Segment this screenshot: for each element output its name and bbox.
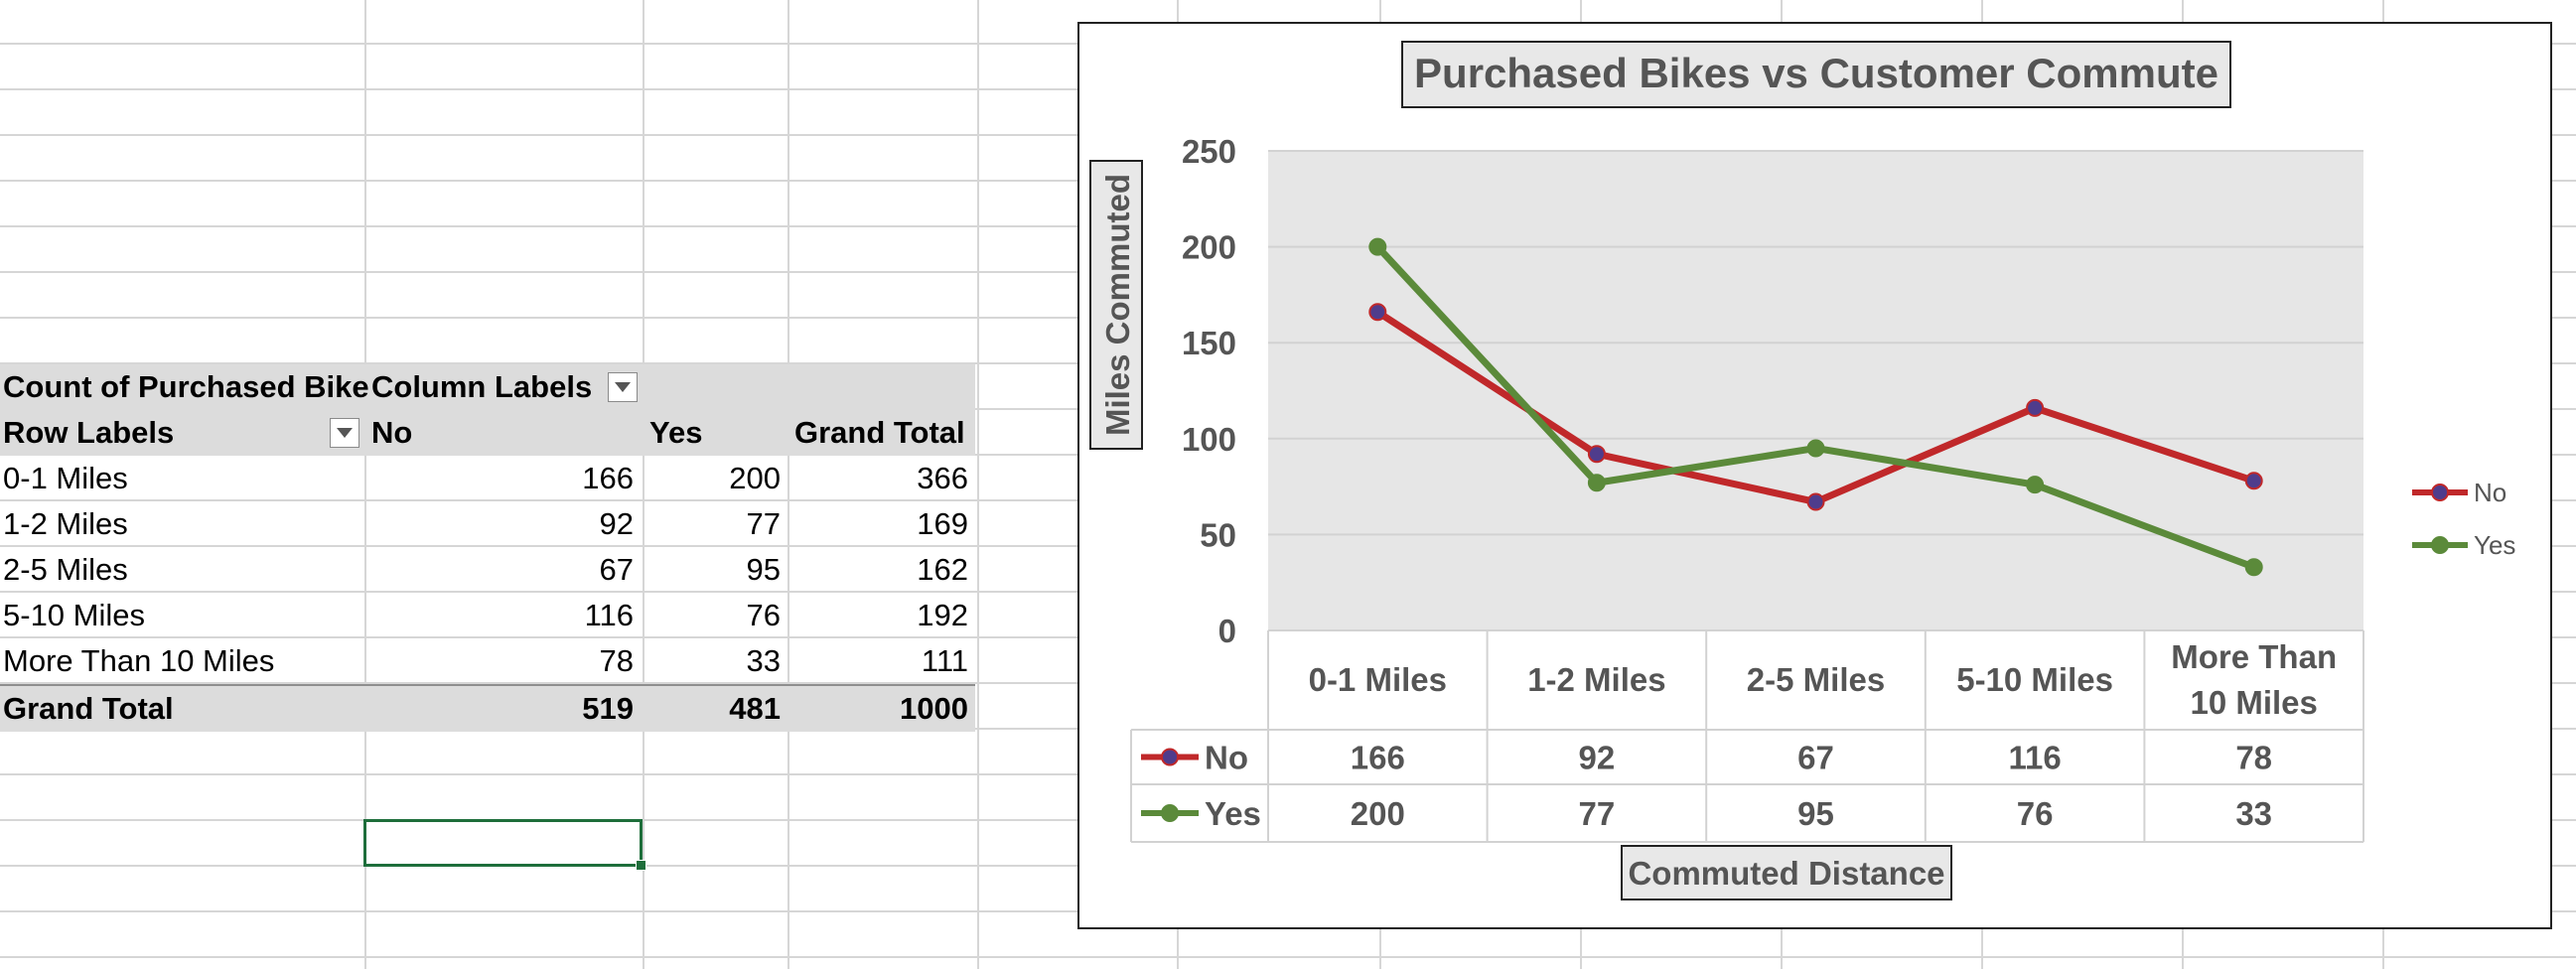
pivot-header-row-1: Count of Purchased Bike Column Labels <box>0 364 975 410</box>
data-point <box>1368 237 1387 256</box>
row-labels-filter-button[interactable] <box>330 418 359 448</box>
x-tick-label: 1-2 Miles <box>1527 661 1665 698</box>
row-label: More Than 10 Miles <box>3 643 275 678</box>
cell-no: 166 <box>582 461 634 495</box>
cell-no: 78 <box>599 643 634 678</box>
legend-key-marker <box>2431 484 2449 501</box>
cell-total: 169 <box>917 506 968 541</box>
chart-svg: Purchased Bikes vs Customer Commute Mile… <box>1089 41 2515 900</box>
cell-total: 111 <box>921 643 968 678</box>
chart-title-box <box>1401 41 2231 108</box>
data-table-value: 166 <box>1351 740 1405 776</box>
chart[interactable]: Purchased Bikes vs Customer Commute Mile… <box>1077 22 2552 929</box>
y-tick-label: 200 <box>1182 229 1236 266</box>
pivot-col-grand-total: Grand Total <box>794 415 965 450</box>
table-legend-key-marker <box>1161 748 1179 766</box>
data-point <box>1587 445 1606 464</box>
x-tick-label: 5-10 Miles <box>1956 661 2113 698</box>
cell-total: 162 <box>917 552 968 587</box>
table-series-name: No <box>1205 740 1248 776</box>
x-axis-title: Commuted Distance <box>1628 855 1944 892</box>
pivot-column-labels: Column Labels <box>371 369 593 404</box>
data-table-grid <box>1130 629 2364 843</box>
cell-total: 192 <box>917 598 968 632</box>
x-tick-label: 10 Miles <box>2190 684 2317 721</box>
legend-key-marker <box>2431 536 2449 554</box>
data-table-value: 77 <box>1579 795 1616 832</box>
data-table-value: 92 <box>1579 740 1616 776</box>
y-tick-label: 250 <box>1182 133 1236 170</box>
data-table-value: 116 <box>2008 740 2061 776</box>
fill-handle[interactable] <box>636 860 646 871</box>
legend-entry: No <box>2474 478 2506 507</box>
table-row[interactable]: 1-2 Miles 92 77 169 <box>0 501 975 547</box>
data-point <box>2026 398 2045 417</box>
x-tick-label: 0-1 Miles <box>1309 661 1447 698</box>
data-point <box>1587 474 1606 492</box>
row-label: 2-5 Miles <box>3 552 128 587</box>
cell-yes: 76 <box>746 598 781 632</box>
x-tick-label: More Than <box>2171 638 2337 675</box>
cell-total: 1000 <box>900 691 968 726</box>
data-point <box>2244 558 2263 577</box>
row-label: Grand Total <box>3 691 174 726</box>
dropdown-arrow-icon <box>337 428 353 438</box>
pivot-header-row-2: Row Labels No Yes Grand Total <box>0 410 975 456</box>
y-axis-title: Miles Commuted <box>1099 174 1136 436</box>
cell-yes: 200 <box>729 461 781 495</box>
cell-total: 366 <box>917 461 968 495</box>
cell-yes: 33 <box>746 643 781 678</box>
plot-area <box>1268 151 2363 630</box>
pivot-values-label: Count of Purchased Bike <box>3 369 369 404</box>
table-row[interactable]: 5-10 Miles 116 76 192 <box>0 593 975 638</box>
pivot-row-labels: Row Labels <box>3 415 175 450</box>
cell-yes: 77 <box>746 506 781 541</box>
y-tick-label: 150 <box>1182 325 1236 361</box>
table-legend-key-marker <box>1161 804 1179 822</box>
x-axis-title-box <box>1621 845 1952 900</box>
cell-no: 519 <box>582 691 634 726</box>
row-label: 0-1 Miles <box>3 461 128 495</box>
data-point <box>1368 303 1387 322</box>
data-table-value: 200 <box>1351 795 1405 832</box>
cell-yes: 95 <box>746 552 781 587</box>
chart-title: Purchased Bikes vs Customer Commute <box>1414 50 2218 96</box>
dropdown-arrow-icon <box>615 382 631 392</box>
y-axis-title-box <box>1089 160 1143 450</box>
data-table-value: 78 <box>2235 740 2272 776</box>
y-tick-label: 50 <box>1200 516 1236 553</box>
data-point <box>2026 476 2045 494</box>
cell-no: 92 <box>599 506 634 541</box>
grand-total-row[interactable]: Grand Total 519 481 1000 <box>0 684 975 732</box>
column-labels-filter-button[interactable] <box>608 372 638 402</box>
table-row[interactable]: 0-1 Miles 166 200 366 <box>0 456 975 501</box>
cell-yes: 481 <box>729 691 781 726</box>
row-label: 1-2 Miles <box>3 506 128 541</box>
cell-no: 116 <box>584 598 634 632</box>
table-row[interactable]: More Than 10 Miles 78 33 111 <box>0 638 975 684</box>
table-series-name: Yes <box>1205 795 1261 832</box>
selected-cell[interactable] <box>363 819 646 871</box>
data-point <box>1806 439 1825 458</box>
y-tick-label: 100 <box>1182 421 1236 458</box>
x-tick-label: 2-5 Miles <box>1747 661 1885 698</box>
row-label: 5-10 Miles <box>3 598 145 632</box>
data-point <box>1806 492 1825 511</box>
data-table-value: 67 <box>1797 740 1834 776</box>
data-table-value: 95 <box>1797 795 1834 832</box>
data-table-value: 76 <box>2017 795 2054 832</box>
pivot-col-yes: Yes <box>649 415 703 450</box>
legend-entry: Yes <box>2474 530 2515 560</box>
pivot-col-no: No <box>371 415 413 450</box>
data-point <box>2244 472 2263 490</box>
table-row[interactable]: 2-5 Miles 67 95 162 <box>0 547 975 593</box>
y-tick-label: 0 <box>1218 613 1236 649</box>
cell-no: 67 <box>599 552 634 587</box>
data-table-value: 33 <box>2235 795 2272 832</box>
